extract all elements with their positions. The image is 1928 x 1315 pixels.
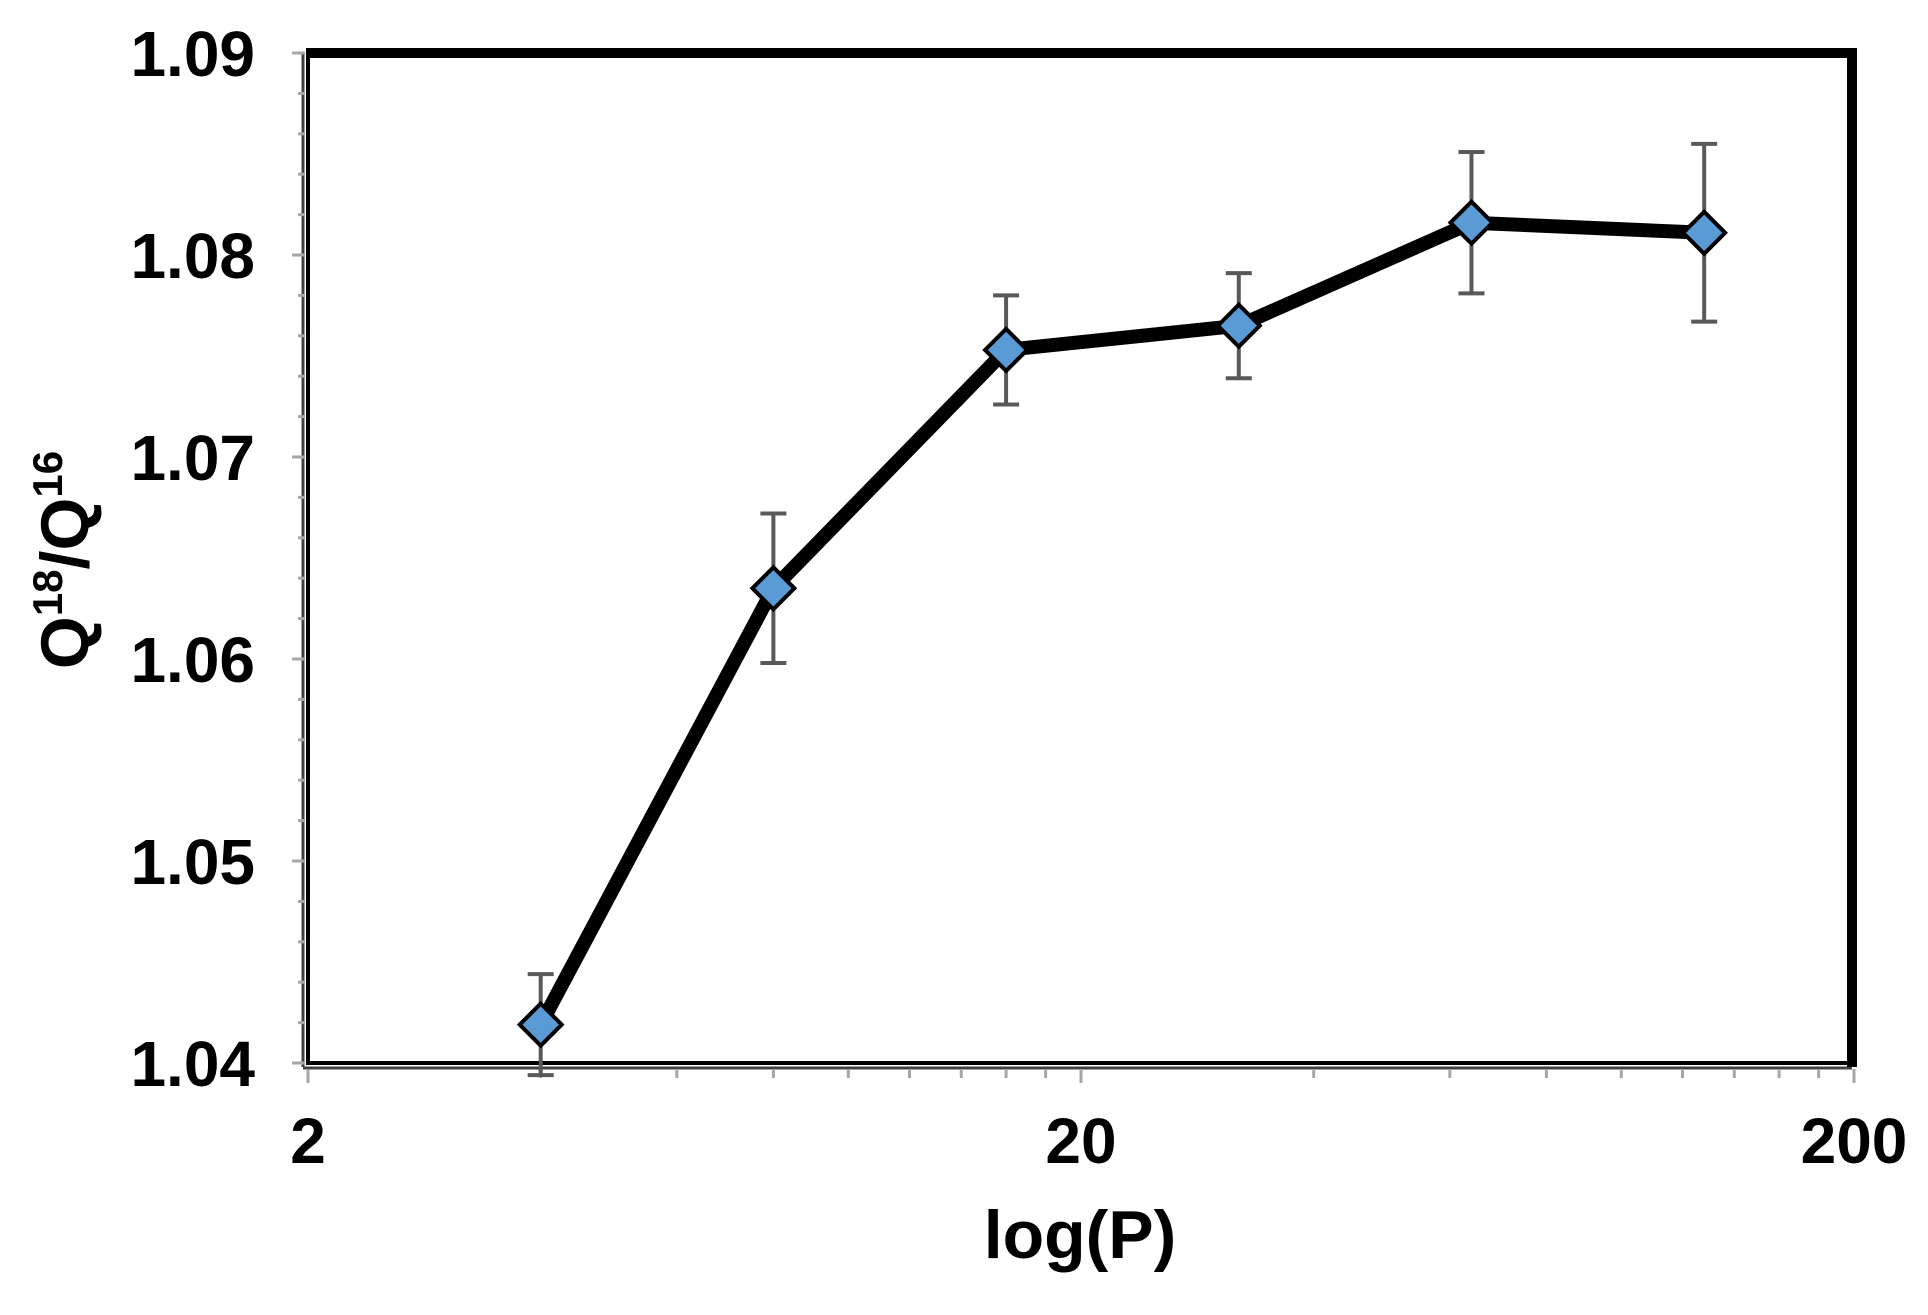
plot-frame (301, 48, 1857, 1070)
data-markers (516, 198, 1729, 1049)
plot-border (306, 51, 1854, 1065)
diamond-marker-icon (982, 326, 1030, 374)
x-tick-label: 2 (290, 1105, 326, 1177)
x-tick-label: 200 (1801, 1105, 1908, 1177)
y-axis-title: Q18/Q16 (24, 451, 103, 669)
y-axis-tick-labels: 1.04 1.05 1.06 1.07 1.08 1.09 (130, 18, 255, 1100)
y-title-base2: Q (27, 498, 103, 551)
x-axis-tick-labels: 2 20 200 (290, 1105, 1907, 1177)
diamond-marker-icon (1680, 208, 1729, 257)
y-axis-ticks (292, 51, 305, 1065)
y-title-sup2: 16 (24, 451, 71, 498)
y-tick-label: 1.08 (130, 220, 255, 292)
x-axis-title: log(P) (984, 1197, 1177, 1273)
y-title-slash: / (27, 550, 103, 569)
y-title-base1: Q (27, 616, 103, 669)
diamond-marker-icon (749, 564, 798, 613)
error-bars (527, 141, 1718, 1078)
y-tick-label: 1.06 (130, 624, 255, 696)
y-tick-label: 1.04 (130, 1028, 255, 1100)
diamond-marker-icon (1214, 301, 1263, 350)
series-line (534, 215, 1705, 1028)
y-title-sup1: 18 (24, 569, 71, 616)
y-tick-label: 1.07 (130, 422, 255, 494)
y-tick-label: 1.05 (130, 826, 255, 898)
diamond-marker-icon (1447, 198, 1496, 247)
data-line (534, 215, 1705, 1028)
y-tick-label: 1.09 (130, 18, 255, 90)
diamond-marker-icon (516, 1000, 565, 1049)
x-tick-label: 20 (1045, 1105, 1116, 1177)
